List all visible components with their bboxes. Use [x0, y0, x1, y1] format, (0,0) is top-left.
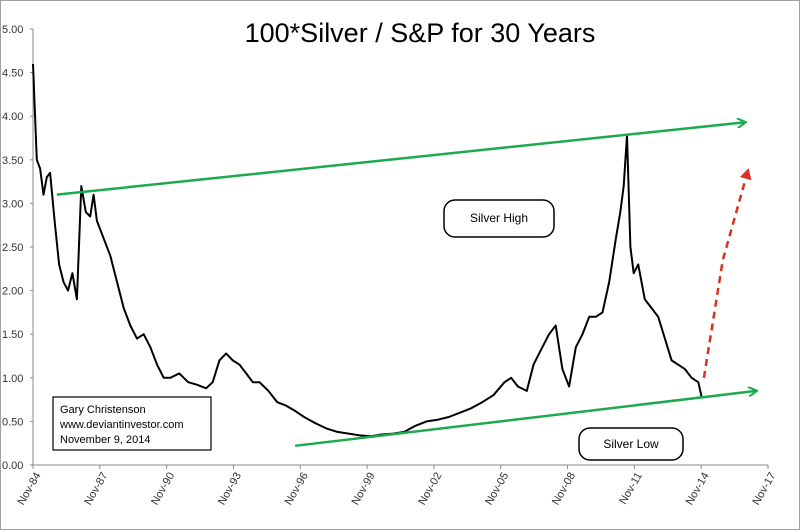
silver-high-text: Silver High — [470, 211, 528, 225]
y-tick-label: 4.00 — [2, 111, 23, 123]
y-tick-label: 3.00 — [2, 198, 23, 210]
lower-trend-line — [295, 391, 756, 448]
upper-trend-line — [56, 122, 745, 196]
silver-high-label: Silver High — [443, 199, 555, 238]
y-axis-ticks: 0.00 0.50 1.00 1.50 2.00 2.50 3.00 3.50 4.00 4.50… — [2, 24, 33, 472]
y-tick-label: 0.00 — [2, 460, 23, 472]
y-tick-label: 4.50 — [2, 68, 23, 80]
silver-low-box — [578, 427, 684, 461]
y-tick-label: 0.50 — [2, 416, 23, 428]
y-tick-label: 5.00 — [2, 24, 23, 36]
y-tick-label: 2.00 — [2, 286, 23, 298]
y-tick-label: 1.50 — [2, 329, 23, 341]
projection-arrow — [702, 168, 752, 378]
silver-low-text: Silver Low — [603, 437, 659, 451]
credit-author: Gary Christenson — [60, 404, 146, 416]
silver-low-label: Silver Low — [578, 427, 684, 461]
series-line — [32, 63, 703, 438]
y-tick-label: 1.00 — [2, 373, 23, 385]
credit-box: Gary Christenson www.deviantinvestor.com… — [52, 396, 212, 451]
y-tick-label: 2.50 — [2, 242, 23, 254]
chart-title: 100*Silver / S&P for 30 Years — [245, 18, 596, 48]
credit-box-frame — [52, 396, 212, 451]
silver-high-box — [443, 199, 555, 238]
credit-website: www.deviantinvestor.com — [59, 419, 184, 431]
credit-date: November 9, 2014 — [60, 434, 151, 446]
y-tick-label: 3.50 — [2, 155, 23, 167]
